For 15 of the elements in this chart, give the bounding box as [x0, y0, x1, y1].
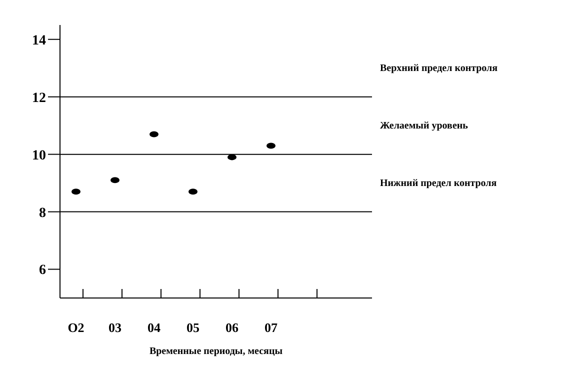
- ref-line-label: Желаемый уровень: [380, 120, 469, 132]
- y-tick-label: 8: [39, 206, 46, 221]
- x-tick-label: 07: [264, 320, 278, 335]
- x-tick-label: 03: [108, 320, 122, 335]
- x-tick-label: 04: [148, 320, 161, 335]
- x-tick-label: O2: [68, 320, 84, 335]
- y-tick-label: 14: [32, 33, 46, 48]
- y-tick-label: 6: [39, 263, 46, 278]
- ref-line-label: Нижний предел контроля: [380, 178, 498, 189]
- y-tick-label: 10: [32, 148, 46, 164]
- x-axis-title: Временные периоды, месяцы: [149, 346, 283, 357]
- y-tick-label: 12: [32, 90, 46, 106]
- ref-line-label: Верхний предел контроля: [380, 62, 498, 74]
- x-tick-label: 06: [226, 320, 239, 335]
- x-tick-label: 05: [186, 320, 200, 335]
